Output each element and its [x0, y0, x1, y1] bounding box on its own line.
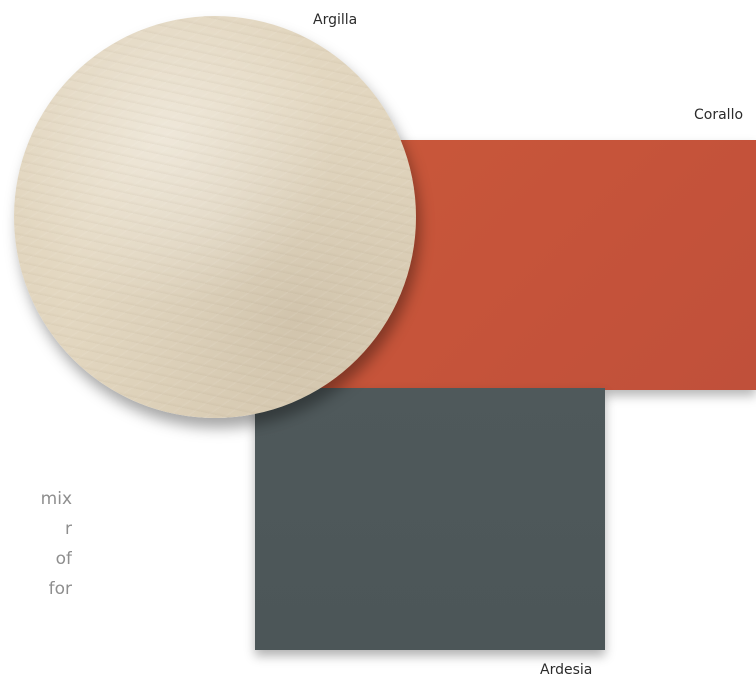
swatch-label-ardesia: Ardesia [540, 662, 593, 678]
swatch-label-argilla: Argilla [313, 12, 358, 28]
swatch-argilla [14, 16, 416, 418]
swatch-label-corallo: Corallo [694, 107, 744, 123]
paragraph-line: of [55, 549, 72, 569]
description-paragraph: mix r of for [0, 484, 72, 604]
paragraph-line: mix [40, 489, 72, 509]
paragraph-line: for [48, 579, 72, 599]
swatch-ardesia [255, 388, 605, 650]
paragraph-line: r [65, 519, 72, 539]
argilla-texture [14, 16, 416, 418]
